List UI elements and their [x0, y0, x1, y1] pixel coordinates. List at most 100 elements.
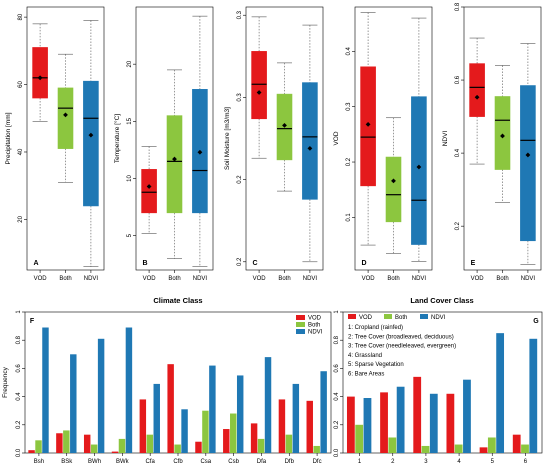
- x-tick-label: Bsh: [34, 459, 44, 465]
- bar-vod-csb: [223, 429, 230, 453]
- x-tick-label: BWh: [88, 459, 101, 465]
- bar-vod-5: [479, 447, 488, 453]
- bar-both-bsk: [63, 430, 70, 453]
- x-tick-label: VOD: [34, 276, 48, 282]
- mean-marker: [365, 121, 371, 127]
- y-tick-label: 0.4: [16, 392, 22, 401]
- box-vod: [141, 169, 157, 214]
- y-tick-label: 40: [18, 148, 24, 155]
- x-tick-label: BSk: [61, 459, 73, 465]
- x-tick-label: 6: [524, 459, 528, 465]
- bar-ndvi-dfa: [264, 357, 272, 453]
- x-tick-label: Csb: [228, 459, 239, 465]
- y-axis-label: Frequency: [2, 366, 9, 397]
- y-axis-label: Soil Moisture [m3/m3]: [224, 107, 231, 170]
- x-tick-label: Both: [496, 276, 508, 282]
- bar-vod-dfb: [278, 399, 286, 453]
- y-tick-label: 1: [334, 310, 340, 314]
- class-note: 3: Tree Cover (needleleaved, evergreen): [348, 344, 456, 350]
- bar-ndvi-2: [396, 386, 405, 453]
- x-tick-label: Dfa: [257, 459, 267, 465]
- y-tick-label: 0.6: [16, 364, 22, 373]
- y-tick-label: 20: [127, 60, 133, 67]
- x-tick-label: VOD: [471, 276, 485, 282]
- x-tick-label: 5: [491, 459, 495, 465]
- legend-label: NDVI: [431, 315, 446, 321]
- mean-marker: [37, 75, 43, 81]
- bar-ndvi-bwh: [97, 338, 105, 453]
- y-tick-label: 0.6: [455, 75, 461, 84]
- bar-ndvi-bsk: [70, 354, 77, 453]
- bar-ndvi-cfa: [153, 383, 160, 453]
- y-tick-label: 0.3: [237, 93, 243, 102]
- panel-label: F: [30, 318, 35, 325]
- bar-vod-cfb: [167, 364, 174, 453]
- bar-ndvi-cfb: [181, 409, 188, 453]
- x-tick-label: NDVI: [521, 276, 536, 282]
- bar-vod-bsk: [56, 433, 63, 453]
- box-ndvi: [302, 82, 318, 200]
- bar-vod-dfa: [250, 423, 258, 453]
- y-tick-label: 5: [127, 233, 133, 237]
- bar-both-6: [521, 444, 529, 453]
- y-tick-label: 0.8: [334, 335, 340, 344]
- bar-ndvi-1: [363, 398, 372, 453]
- bar-vod-4: [446, 393, 455, 453]
- x-tick-label: Cfb: [173, 459, 183, 465]
- legend-swatch-ndvi: [420, 314, 428, 319]
- x-tick-label: NDVI: [303, 276, 318, 282]
- mean-marker: [88, 132, 94, 138]
- y-axis-label: NDVI: [442, 131, 449, 147]
- bar-vod-cfa: [139, 399, 147, 453]
- bar-both-3: [421, 445, 430, 453]
- box-both: [494, 96, 511, 170]
- mean-marker: [307, 145, 313, 151]
- box-both: [385, 156, 402, 223]
- y-tick-label: 0.2: [237, 257, 243, 266]
- y-tick-label: 0.4: [455, 148, 461, 157]
- legend-label: VOD: [359, 315, 373, 321]
- legend-label: NDVI: [308, 330, 323, 336]
- panel-label: C: [252, 260, 257, 267]
- bar-vod-1: [346, 396, 355, 453]
- y-tick-label: 20: [18, 215, 24, 222]
- y-axis-label: VOD: [333, 131, 340, 145]
- mean-marker: [474, 94, 480, 100]
- mean-marker: [416, 164, 422, 170]
- y-tick-label: 0.3: [237, 10, 243, 19]
- x-tick-label: NDVI: [193, 276, 208, 282]
- mean-marker: [172, 156, 177, 162]
- box-ndvi: [83, 80, 99, 207]
- y-tick-label: 0.1: [346, 213, 352, 222]
- bar-vod-bwk: [111, 451, 119, 453]
- mean-marker: [197, 149, 203, 155]
- bar-both-5: [487, 437, 496, 453]
- mean-marker: [282, 122, 287, 128]
- bar-vod-dfc: [306, 400, 313, 453]
- legend-swatch-vod: [296, 315, 305, 320]
- y-tick-label: 0.0: [334, 448, 340, 457]
- bar-ndvi-3: [429, 393, 438, 453]
- x-tick-label: VOD: [143, 276, 157, 282]
- y-tick-label: 1: [16, 310, 22, 314]
- bar-both-bsh: [35, 440, 42, 453]
- y-tick-label: 0.8: [455, 2, 461, 11]
- panel-label: B: [142, 260, 147, 267]
- class-note: 6: Bare Areas: [348, 372, 384, 378]
- bar-both-dfa: [257, 438, 265, 453]
- x-tick-label: 4: [457, 459, 461, 465]
- y-tick-label: 0.4: [334, 392, 340, 401]
- x-tick-label: VOD: [253, 276, 267, 282]
- mean-marker: [146, 184, 152, 189]
- bar-ndvi-bwk: [125, 327, 133, 453]
- box-vod: [469, 63, 485, 117]
- bar-both-dfc: [313, 445, 320, 453]
- x-tick-label: 1: [358, 459, 362, 465]
- legend-swatch-ndvi: [296, 329, 305, 334]
- bar-vod-bwh: [83, 434, 91, 453]
- class-note: 2: Tree Cover (broadleaved, deciduous): [348, 334, 454, 340]
- bar-ndvi-4: [463, 379, 471, 453]
- bar-both-dfb: [285, 434, 293, 453]
- bar-vod-6: [512, 434, 521, 453]
